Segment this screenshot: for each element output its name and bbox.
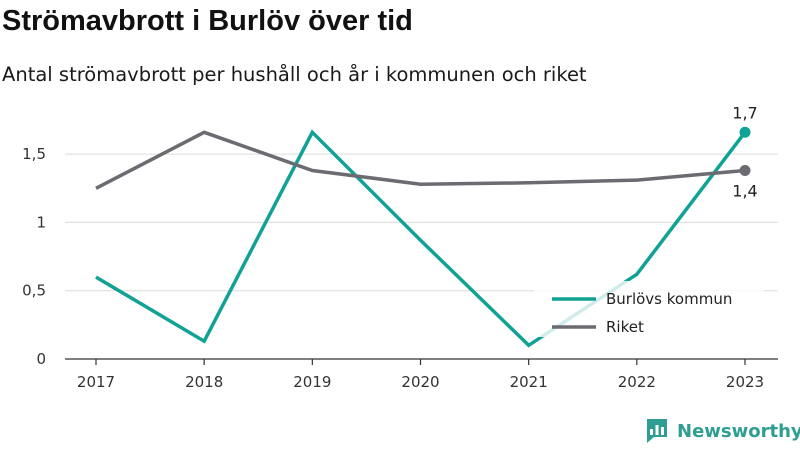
x-tick-label: 2020 [401, 373, 439, 391]
end-point-marker [739, 126, 751, 138]
brand-name: Newsworthy [677, 420, 800, 442]
newsworthy-logo-icon [647, 419, 667, 443]
x-tick-label: 2018 [185, 373, 223, 391]
y-tick-label: 1,5 [22, 145, 46, 163]
x-tick-label: 2023 [726, 373, 764, 391]
end-value-label: 1,4 [732, 182, 757, 201]
brand-logo: Newsworthy [645, 416, 800, 446]
x-tick-label: 2017 [77, 373, 115, 391]
series-line-burlovs-kommun [95, 129, 747, 348]
y-tick-label: 0 [36, 350, 46, 368]
chart-title: Strömavbrott i Burlöv över tid [2, 5, 413, 37]
series-line-riket [95, 130, 746, 190]
x-tick-label: 2022 [618, 373, 656, 391]
y-tick-label: 0,5 [22, 282, 46, 300]
legend-label: Burlövs kommun [606, 290, 732, 308]
x-tick-label: 2021 [510, 373, 548, 391]
end-value-label: 1,7 [732, 103, 757, 122]
chart-subtitle: Antal strömavbrott per hushåll och år i … [2, 63, 587, 86]
end-point-marker [739, 165, 751, 177]
x-tick-label: 2019 [293, 373, 331, 391]
y-tick-label: 1 [36, 213, 46, 231]
legend-label: Riket [606, 318, 644, 336]
